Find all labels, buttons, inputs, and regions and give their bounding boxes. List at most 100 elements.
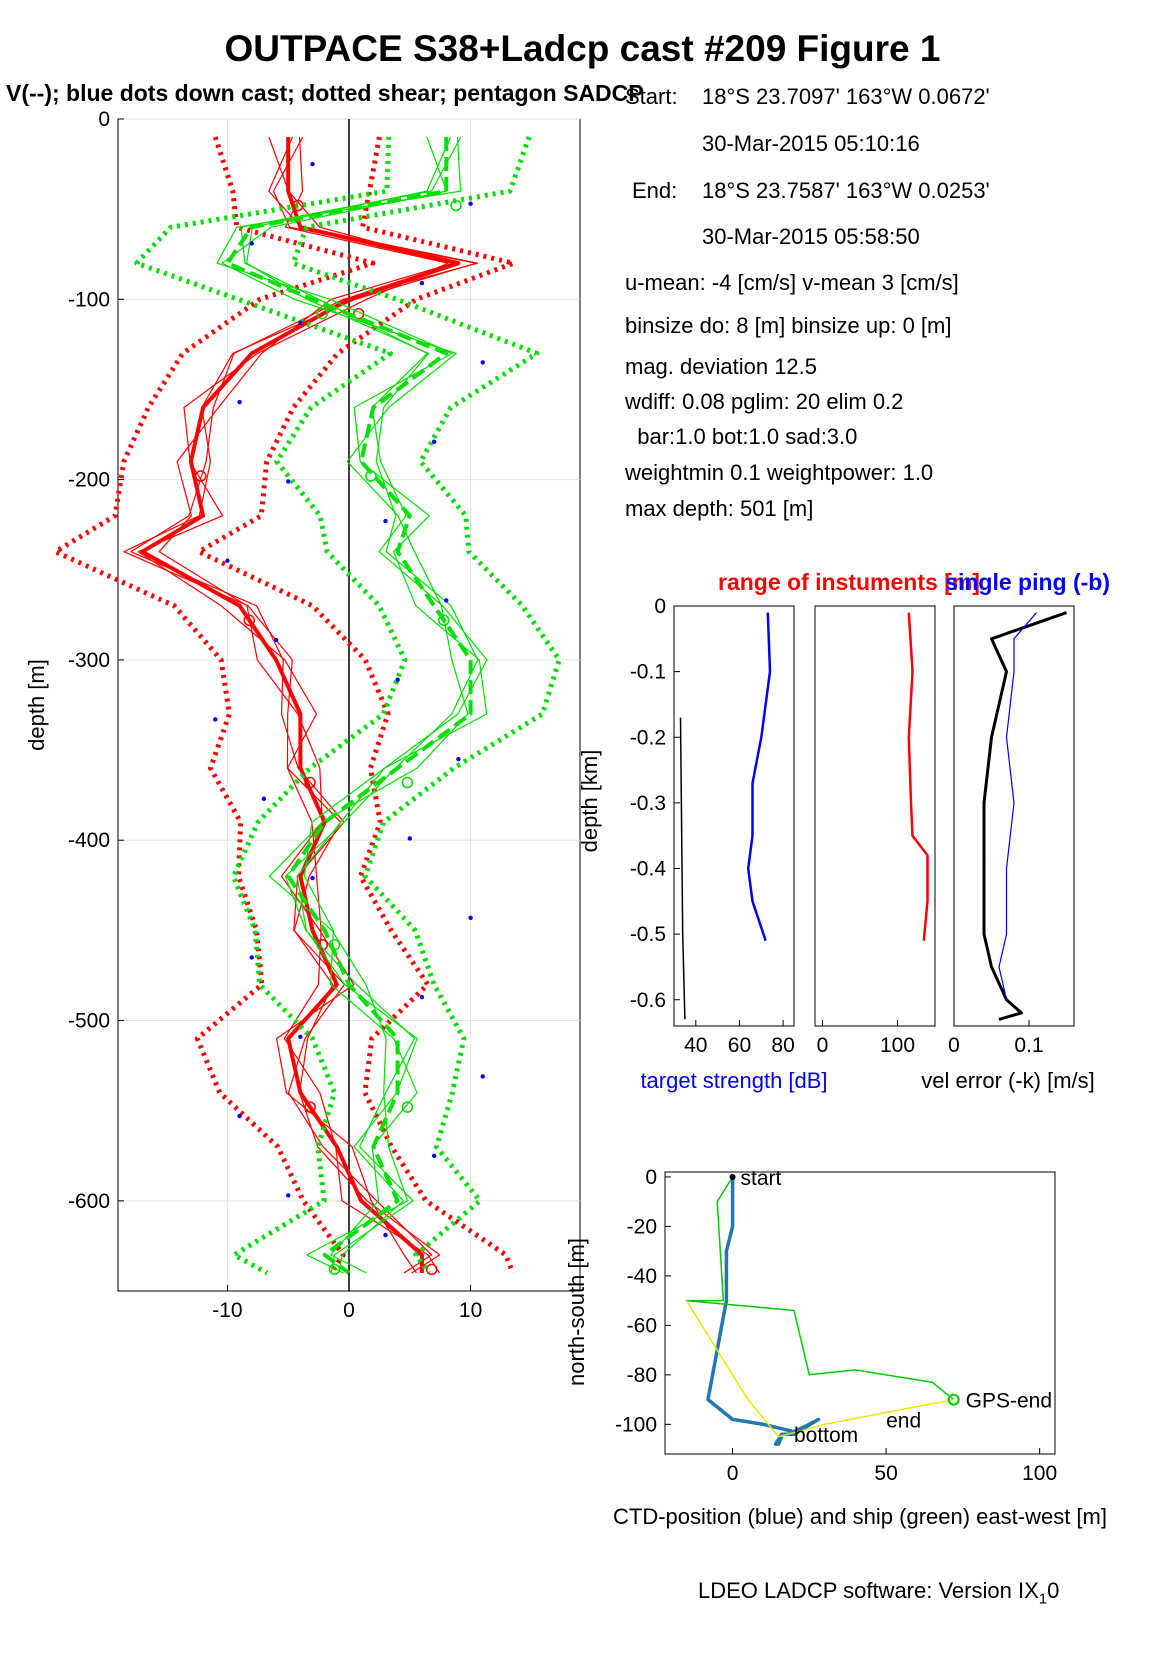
x-tick-label: 0.1 (1014, 1034, 1043, 1057)
y-tick-label: 0 (645, 1166, 657, 1189)
track-line (706, 1176, 821, 1446)
end-label: End: (632, 178, 678, 203)
y-tick-label: -0.5 (630, 923, 666, 946)
downcast-dot (249, 955, 254, 960)
y-tick-label: 0 (654, 595, 666, 618)
vel-error-plot: 0 0.1 vel error (-k) [m/s] single ping (-b) (921, 569, 1110, 1093)
solution-line (216, 136, 488, 1274)
figure-subtitle: V(--); blue dots down cast; dotted shear… (6, 80, 644, 106)
downcast-dot (468, 915, 473, 920)
sadcp-marker (304, 1101, 316, 1113)
axes-frame (673, 605, 795, 1027)
y-tick-label: -500 (68, 1010, 110, 1033)
downcast-dot (237, 399, 242, 405)
y-tick-label: -300 (68, 649, 110, 672)
downcast-dot (261, 796, 267, 801)
y-tick-label: -0.4 (630, 858, 667, 881)
shear-envelope-right (290, 136, 562, 1275)
y-tick-label: -600 (68, 1190, 110, 1213)
x-tick-label: 100 (1022, 1462, 1057, 1485)
sadcp-marker (401, 1101, 414, 1113)
sadcp-marker (328, 939, 341, 951)
y-tick-label: -100 (615, 1413, 657, 1436)
footer-sub: 1 (1038, 1590, 1048, 1608)
binsize: binsize do: 8 [m] binsize up: 0 [m] (625, 313, 952, 338)
error-line (998, 612, 1037, 1000)
y-tick-label: -80 (627, 1364, 657, 1387)
sadcp-marker (328, 1263, 341, 1276)
end-position: 18°S 23.7587' 163°W 0.0253' (702, 178, 990, 203)
downcast-dot (273, 637, 279, 643)
sadcp-marker (243, 614, 256, 627)
footer-end: 0 (1047, 1578, 1060, 1603)
y-tick-label: -0.6 (630, 989, 666, 1012)
start-marker (729, 1173, 736, 1180)
y-axis-label: north-south [m] (564, 1238, 589, 1386)
downcast-dot (225, 558, 230, 563)
uv-mean: u-mean: -4 [cm/s] v-mean 3 [cm/s] (625, 270, 959, 295)
end-label: end (886, 1409, 921, 1432)
start-position: 18°S 23.7097' 163°W 0.0672' (702, 84, 990, 109)
downcast-dot (431, 1153, 437, 1158)
x-tick-label: 50 (874, 1462, 897, 1485)
downcast-dot (419, 994, 425, 1000)
track-line (685, 1176, 955, 1401)
y-tick-label: -40 (627, 1265, 657, 1288)
x-tick-label: 80 (771, 1034, 794, 1057)
downcast-dot (431, 439, 437, 444)
downcast-dot (480, 1074, 485, 1079)
y-tick-label: -60 (627, 1314, 657, 1337)
x-tick-label: 0 (727, 1462, 739, 1485)
downcast-dot (298, 320, 303, 325)
figure-title: OUTPACE S38+Ladcp cast #209 Figure 1 (224, 28, 941, 69)
range-title: range of instuments [m] (718, 569, 980, 595)
y-tick-label: -100 (68, 288, 110, 311)
x-tick-label: 0 (948, 1034, 960, 1057)
sadcp-marker (316, 307, 329, 320)
ts-line (746, 612, 772, 942)
footer-text: LDEO LADCP software: Version IX (698, 1578, 1039, 1603)
downcast-dot (456, 756, 461, 762)
sadcp-marker (304, 776, 316, 789)
end-time: 30-Mar-2015 05:58:50 (702, 224, 920, 249)
gps-end-label: GPS-end (966, 1390, 1052, 1413)
error-line (982, 611, 1067, 1021)
x-axis-label: vel error (-k) [m/s] (921, 1068, 1095, 1093)
start-label: Start: (625, 84, 678, 109)
downcast-dot (249, 241, 254, 246)
x-axis-label: target strength [dB] (640, 1068, 827, 1093)
mag-deviation: mag. deviation 12.5 (625, 354, 818, 379)
bar-bot-sad: bar:1.0 bot:1.0 sad:3.0 (625, 424, 858, 449)
max-depth: max depth: 501 [m] (625, 496, 814, 521)
start-label: start (741, 1167, 782, 1190)
sadcp-marker (450, 199, 462, 212)
axes-frame (664, 1171, 1056, 1455)
y-tick-label: -200 (68, 469, 110, 492)
downcast-dot (480, 360, 485, 365)
x-tick-label: 10 (459, 1299, 482, 1322)
footer-version: LDEO LADCP software: Version IX10 (698, 1578, 1059, 1607)
x-tick-label: 0 (817, 1034, 829, 1057)
downcast-dot (468, 201, 473, 206)
downcast-dot (419, 280, 425, 286)
target-strength-plot: 40 60 80 0 -0.1 -0.2 -0.3 -0.4 -0.5 -0.6 depth [km… (577, 569, 980, 1093)
downcast-dot (383, 1232, 388, 1238)
single-ping-title: single ping (-b) (945, 569, 1110, 595)
y-tick-label: -0.1 (630, 661, 666, 684)
downcast-dot (213, 717, 218, 722)
track-line (685, 1300, 954, 1438)
axes-frame (814, 605, 936, 1027)
sadcp-marker (438, 614, 450, 627)
downcast-dot (407, 836, 412, 841)
shear-envelope-left (53, 136, 376, 1275)
x-axis-label: CTD-position (blue) and ship (green) eas… (613, 1504, 1107, 1529)
sadcp-marker (194, 470, 207, 482)
x-tick-label: 60 (728, 1034, 751, 1057)
downcast-dot (298, 1034, 303, 1039)
downcast-dot (310, 161, 315, 167)
y-tick-label: -0.3 (630, 792, 666, 815)
start-time: 30-Mar-2015 05:10:16 (702, 131, 920, 156)
y-axis-label: depth [m] (24, 659, 49, 751)
ts-line (679, 717, 686, 1020)
